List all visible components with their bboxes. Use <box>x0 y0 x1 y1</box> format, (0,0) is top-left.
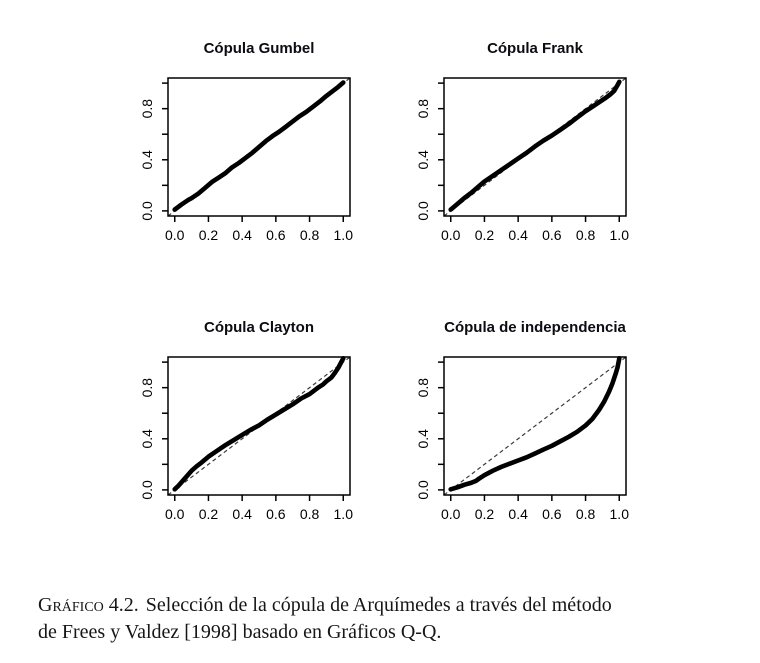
plot-box <box>443 356 627 496</box>
y-axis-tick-label: 0.8 <box>415 378 431 398</box>
qq-curve <box>172 80 346 212</box>
plot-title-gumbel: Cópula Gumbel <box>203 40 315 57</box>
plot-box <box>167 356 351 496</box>
x-axis-tick-label: 0.4 <box>508 227 528 243</box>
x-axis-tick-label: 0.4 <box>232 506 252 522</box>
subplot-clayton: Cópula Clayton 0.0 0.2 0.4 0.6 0.8 1.0 0.0 0.4 0… <box>125 314 360 559</box>
x-axis-tick-label: 1.0 <box>610 227 630 243</box>
x-axis-tick-label: 0.0 <box>165 506 185 522</box>
subplot-frank: Cópula Frank 0.0 0.2 0.4 0.6 0.8 1.0 0.0 0.4 0.8 <box>401 35 636 280</box>
x-axis-tick-label: 0.6 <box>542 227 562 243</box>
x-axis-tick-label: 0.2 <box>475 506 495 522</box>
x-axis-tick-label: 0.0 <box>165 227 185 243</box>
subplot-independencia: Cópula de independencia 0.0 0.2 0.4 0.6 0.8 1… <box>401 314 636 559</box>
y-axis-tick-label: 0.8 <box>139 378 155 398</box>
qq-plot-frank: 0.0 0.2 0.4 0.6 0.8 1.0 0.0 0.4 0.8 <box>415 77 630 243</box>
qq-plot-gumbel: 0.0 0.2 0.4 0.6 0.8 1.0 0.0 0.4 0.8 <box>139 77 354 243</box>
y-axis-tick-label: 0.0 <box>139 480 155 500</box>
qq-curve <box>172 356 346 492</box>
y-axis-tick-label: 0.4 <box>415 150 431 170</box>
caption-line-1-text: Selección de la cópula de Arquímedes a t… <box>145 594 612 616</box>
qq-curve <box>448 79 622 212</box>
x-axis-tick-label: 0.4 <box>232 227 252 243</box>
plot-title-clayton: Cópula Clayton <box>203 319 314 336</box>
plot-box <box>167 77 351 217</box>
x-axis-tick-label: 0.8 <box>300 227 320 243</box>
figure-caption: Gráfico 4.2. Selección de la cópula de Ar… <box>38 592 738 646</box>
y-axis-tick-label: 0.8 <box>415 99 431 119</box>
caption-figure-label: Gráfico 4.2. <box>38 594 139 616</box>
plot-title-frank: Cópula Frank <box>487 40 583 57</box>
y-axis-tick-label: 0.4 <box>139 150 155 170</box>
x-axis-tick-label: 0.4 <box>508 506 528 522</box>
x-axis-tick-label: 0.0 <box>441 227 461 243</box>
x-axis-tick-label: 0.8 <box>300 506 320 522</box>
x-axis-tick-label: 0.8 <box>576 506 596 522</box>
y-axis-tick-label: 0.4 <box>415 429 431 449</box>
qq-plot-independencia: 0.0 0.2 0.4 0.6 0.8 1.0 0.0 0.4 0.8 <box>415 356 630 522</box>
y-axis-tick-label: 0.0 <box>415 201 431 221</box>
caption-line-2: de Frees y Valdez [1998] basado en Gráfi… <box>38 621 442 643</box>
qq-curve <box>448 356 622 492</box>
x-axis-tick-label: 1.0 <box>334 506 354 522</box>
y-axis-tick-label: 0.8 <box>139 99 155 119</box>
x-axis-tick-label: 1.0 <box>610 506 630 522</box>
plot-box <box>443 77 627 217</box>
x-axis-tick-label: 0.6 <box>266 506 286 522</box>
x-axis-tick-label: 0.0 <box>441 506 461 522</box>
x-axis-tick-label: 0.2 <box>199 227 219 243</box>
subplot-gumbel: Cópula Gumbel 0.0 0.2 0.4 0.6 0.8 1.0 0.0 0.4 0.… <box>125 35 360 280</box>
y-axis-tick-label: 0.0 <box>139 201 155 221</box>
x-axis-tick-label: 0.8 <box>576 227 596 243</box>
x-axis-tick-label: 1.0 <box>334 227 354 243</box>
x-axis-tick-label: 0.6 <box>542 506 562 522</box>
x-axis-tick-label: 0.2 <box>199 506 219 522</box>
x-axis-tick-label: 0.2 <box>475 227 495 243</box>
reference-diagonal-line <box>443 356 627 496</box>
plot-title-independencia: Cópula de independencia <box>444 319 626 336</box>
caption-line-1: Gráfico 4.2. Selección de la cópula de Ar… <box>38 592 738 619</box>
y-axis-tick-label: 0.0 <box>415 480 431 500</box>
x-axis-tick-label: 0.6 <box>266 227 286 243</box>
qq-plot-clayton: 0.0 0.2 0.4 0.6 0.8 1.0 0.0 0.4 0.8 <box>139 356 354 522</box>
y-axis-tick-label: 0.4 <box>139 429 155 449</box>
